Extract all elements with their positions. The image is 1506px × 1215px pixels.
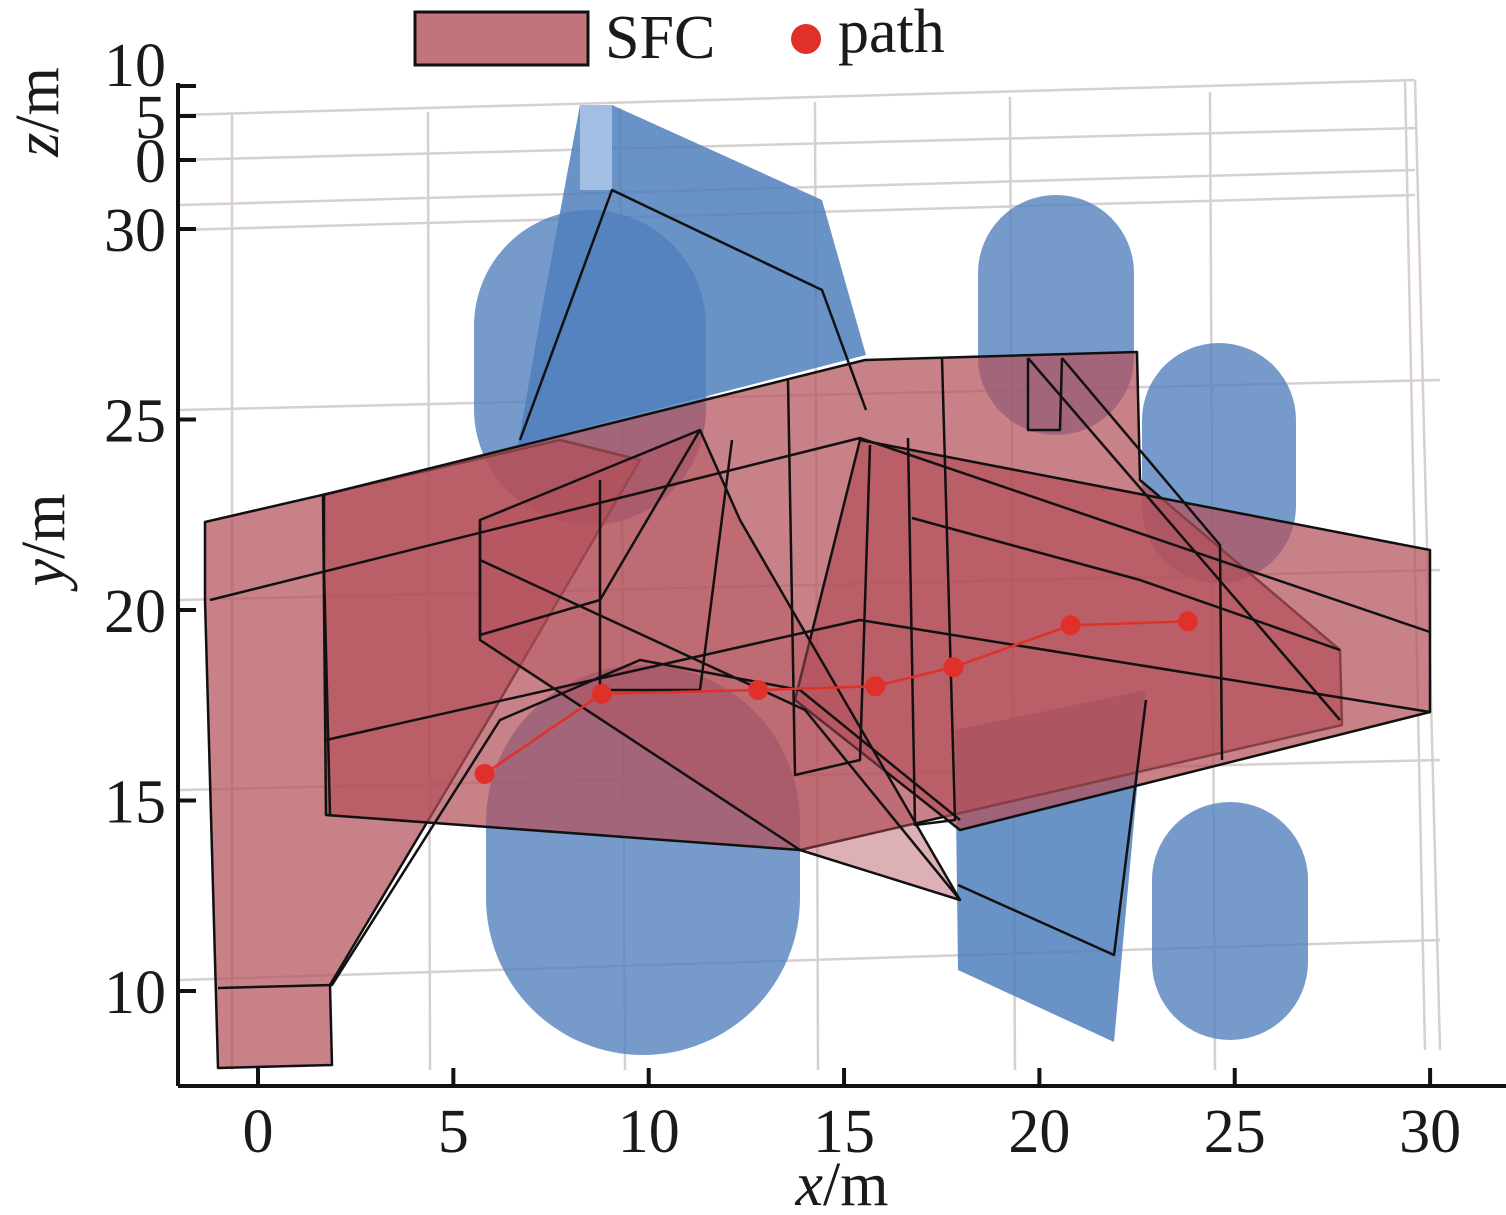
- path-series: [474, 611, 1198, 784]
- sfc-edge-9: [1061, 357, 1224, 761]
- x-tick-label-30: 30: [1399, 1098, 1461, 1166]
- x-tick-label-15: 15: [813, 1098, 875, 1166]
- sfc-edge-13: [518, 188, 868, 441]
- path-point-1: [474, 763, 495, 784]
- legend-swatch-sfc: [413, 10, 590, 67]
- legend: SFC path: [413, 0, 945, 72]
- sfc-edge-2: [325, 618, 1431, 742]
- y-tick-label-30: 30: [104, 197, 166, 265]
- z-tick-label-5: 5: [135, 84, 166, 152]
- sfc-right-wing: [793, 438, 1432, 832]
- z-tick-label-10: 10: [104, 32, 166, 100]
- x-tick-label-5: 5: [438, 1098, 469, 1166]
- sfc-edge-10: [1027, 357, 1341, 721]
- path-point-4: [865, 676, 886, 697]
- z-axis-title: z/m: [4, 67, 72, 158]
- y-tick-label-20: 20: [104, 578, 166, 646]
- sfc-edge-8: [1026, 357, 1064, 432]
- path-point-7: [1177, 611, 1198, 632]
- x-tick-labels: 0 5 10 15 20 25 30: [243, 1098, 1462, 1166]
- x-tick-label-25: 25: [1204, 1098, 1266, 1166]
- legend-marker-path: [791, 24, 821, 54]
- x-tick-label-20: 20: [1008, 1098, 1070, 1166]
- legend-label-sfc: SFC: [605, 4, 715, 72]
- sfc-edge-15: [322, 495, 332, 816]
- y-tick-label-10: 10: [104, 959, 166, 1027]
- y-tick-label-15: 15: [104, 769, 166, 837]
- y-axis-title: y/m: [10, 494, 78, 593]
- sfc-edge-12: [479, 558, 961, 901]
- x-axis-title: x/m: [795, 1151, 889, 1215]
- path-point-3: [748, 680, 769, 701]
- obstacle-lower-right: [1152, 802, 1308, 1040]
- sfc-edge-3: [217, 658, 961, 990]
- path-point-2: [591, 683, 612, 704]
- y-tick-label-25: 25: [104, 388, 166, 456]
- sfc-edge-11: [911, 516, 1341, 652]
- x-tick-label-0: 0: [243, 1098, 274, 1166]
- x-tick-label-10: 10: [618, 1098, 680, 1166]
- sfc-edge-14: [957, 699, 1148, 957]
- z-tick-label-0: 0: [135, 128, 166, 196]
- path-point-6: [1060, 615, 1081, 636]
- path-point-5: [943, 657, 964, 678]
- sfc-corridor: [203, 188, 1432, 1070]
- sfc-edge-1: [209, 436, 1431, 634]
- legend-label-path: path: [838, 0, 945, 66]
- axes: [176, 83, 1506, 1088]
- sfc-edge-4: [478, 429, 702, 637]
- sfc-edge-6: [786, 379, 872, 777]
- sfc-edge-5: [598, 439, 734, 692]
- obstacle-top-prism-highlight: [580, 105, 612, 190]
- y-tick-labels: 10 15 20 25 30: [104, 197, 166, 1027]
- sfc-edge-7: [906, 357, 957, 827]
